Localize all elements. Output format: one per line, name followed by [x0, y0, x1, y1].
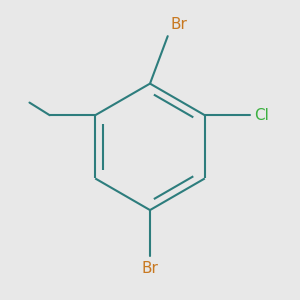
- Text: Cl: Cl: [254, 108, 269, 123]
- Text: Br: Br: [170, 17, 187, 32]
- Text: Br: Br: [142, 261, 158, 276]
